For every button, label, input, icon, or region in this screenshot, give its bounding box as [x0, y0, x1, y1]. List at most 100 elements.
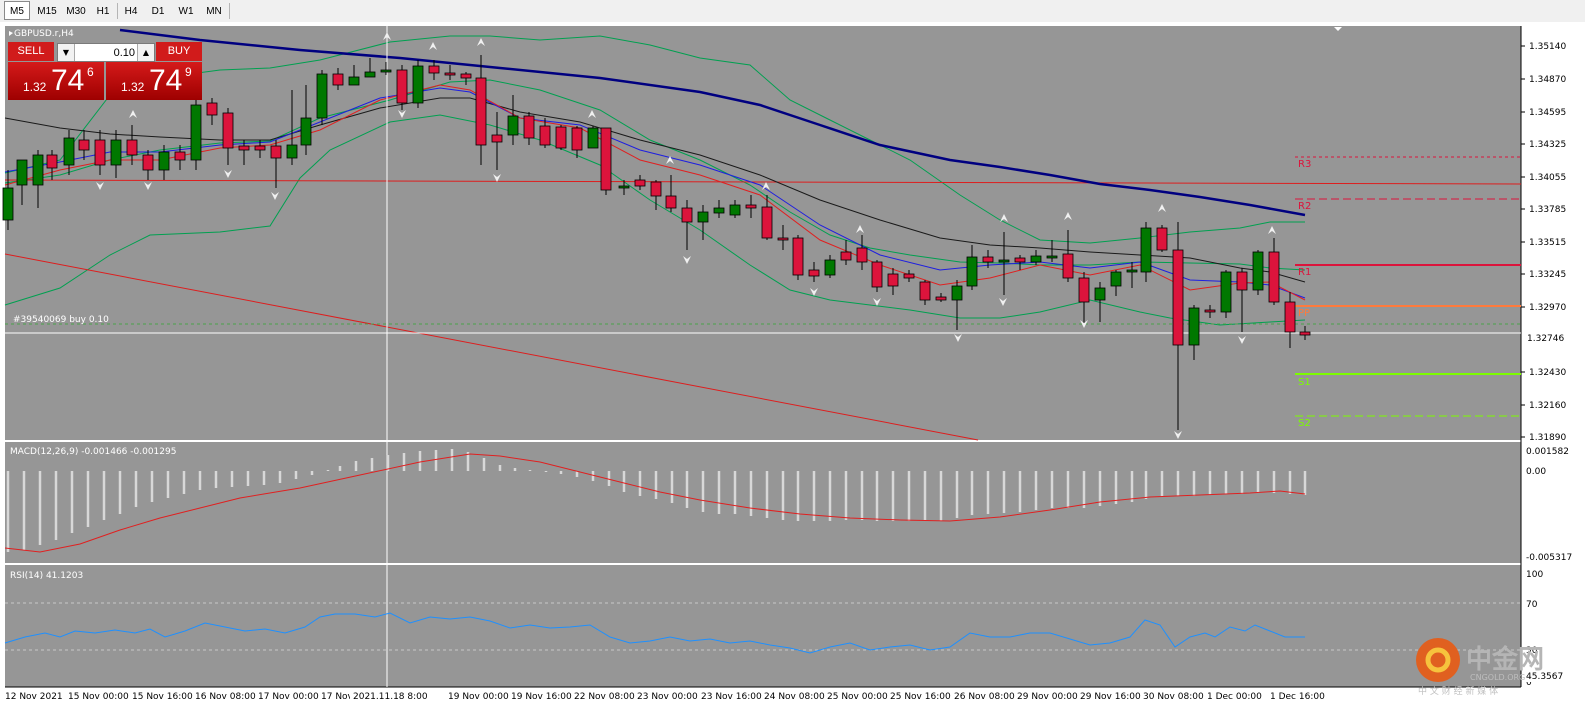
sell-price-box[interactable]: 1.32 74 6: [8, 62, 104, 100]
bearish-candle: [887, 273, 899, 287]
timeframe-m5-button[interactable]: M5: [4, 1, 30, 20]
bearish-candle: [396, 69, 408, 104]
bullish-candle: [507, 115, 519, 136]
ma-slow-line: [119, 28, 1306, 217]
bearish-candle: [1078, 277, 1090, 303]
bearish-candle: [444, 72, 456, 76]
lot-size-input[interactable]: [75, 44, 137, 61]
time-axis-label: 23 Nov 00:00: [637, 692, 698, 702]
bearish-candle: [222, 112, 234, 149]
macd-signal-line: [4, 453, 1306, 553]
price-axis-label: 1.32160: [1529, 401, 1566, 411]
watermark-sub: CNGOLD.ORG: [1470, 673, 1525, 682]
rsi-axis: 100 70 30 0: [1526, 570, 1543, 688]
bearish-candle: [1284, 301, 1296, 333]
fractal-up-marker: [762, 182, 770, 190]
time-axis-label: 19 Nov 00:00: [448, 692, 509, 702]
macd-panel[interactable]: [5, 442, 1521, 563]
toolbar-separator: [229, 3, 230, 19]
lot-increase-button[interactable]: ▲: [137, 44, 154, 61]
bearish-candle: [254, 145, 266, 151]
bearish-candle: [1268, 251, 1280, 303]
price-axis-label: 1.33785: [1529, 205, 1566, 215]
bearish-candle: [665, 195, 677, 209]
bearish-candle: [270, 145, 282, 159]
time-axis-label: 25 Nov 00:00: [827, 692, 888, 702]
time-axis-label: 16 Nov 08:00: [195, 692, 256, 702]
timeframe-d1-button[interactable]: D1: [151, 6, 165, 17]
bullish-candle: [16, 159, 28, 186]
timeframe-h1-button[interactable]: H1: [96, 6, 110, 17]
time-axis-label: 29 Nov 16:00: [1080, 692, 1141, 702]
bearish-candle: [681, 207, 693, 223]
sell-price-pips: 74: [51, 64, 85, 97]
watermark-logo-icon: [1416, 638, 1460, 682]
time-axis-label: 15 Nov 00:00: [68, 692, 129, 702]
timeframe-m15-button[interactable]: M15: [37, 6, 57, 17]
fractal-down-marker: [1238, 336, 1246, 344]
fractal-down-marker: [96, 182, 104, 190]
bearish-candle: [1299, 331, 1311, 336]
bullish-candle: [158, 151, 170, 171]
timeframe-h4-button[interactable]: H4: [124, 6, 138, 17]
time-axis-label: 17 Nov 00:00: [258, 692, 319, 702]
bullish-candle: [32, 154, 44, 186]
bearish-candle: [1204, 309, 1216, 313]
chart-shift-marker[interactable]: [1334, 27, 1342, 31]
rsi-panel[interactable]: [5, 565, 1521, 687]
bearish-candle: [903, 273, 915, 279]
lot-decrease-button[interactable]: ▼: [58, 44, 75, 61]
fractal-up-marker: [1064, 212, 1072, 220]
bullish-candle: [1030, 255, 1042, 263]
bullish-candle: [412, 65, 424, 104]
bullish-candle: [998, 259, 1010, 263]
bullish-candle: [618, 185, 630, 189]
bearish-candle: [761, 206, 773, 239]
bullish-candle: [951, 285, 963, 301]
bearish-candle: [871, 261, 883, 288]
sell-button[interactable]: SELL: [8, 42, 54, 61]
watermark-tagline: 中 文 财 经 新 媒 体: [1418, 685, 1498, 697]
time-axis-label: 19 Nov 16:00: [511, 692, 572, 702]
bullish-candle: [316, 73, 328, 119]
bullish-candle: [63, 137, 75, 166]
buy-price-box[interactable]: 1.32 74 9: [106, 62, 202, 100]
macd-axis-label: 0.001582: [1526, 447, 1569, 457]
timeframe-m30-button[interactable]: M30: [66, 6, 86, 17]
bullish-candle: [697, 211, 709, 223]
bullish-candle: [1252, 251, 1264, 291]
timeframe-mn-button[interactable]: MN: [206, 6, 222, 17]
fractal-up-marker: [666, 156, 674, 164]
fractal-up-marker: [1000, 214, 1008, 222]
price-axis: 1.35140 1.34870 1.34595 1.34325 1.34055 …: [1521, 42, 1566, 443]
time-axis-label: 17 Nov: [321, 692, 354, 702]
bearish-candle: [174, 151, 186, 161]
bearish-candle: [571, 127, 583, 151]
bullish-candle: [2, 187, 14, 221]
timeframe-w1-button[interactable]: W1: [178, 6, 194, 17]
bullish-candle: [824, 259, 836, 276]
bullish-candle: [348, 76, 360, 86]
current-price-value: 1.32746: [1527, 334, 1564, 344]
fractal-down-marker: [1174, 431, 1182, 439]
time-axis-label: 1 Dec 00:00: [1207, 692, 1262, 702]
lot-size-control[interactable]: ▼ ▲: [57, 43, 155, 62]
buy-price-pips: 74: [149, 64, 183, 97]
buy-button[interactable]: BUY: [156, 42, 202, 61]
macd-axis-label: 0.00: [1526, 467, 1546, 477]
bullish-candle: [1110, 271, 1122, 287]
fractal-markers: [96, 32, 1276, 439]
pivot-r3-label: R3: [1298, 159, 1311, 170]
trade-label: #39540069 buy 0.10: [13, 315, 109, 325]
fractal-up-marker: [429, 42, 437, 50]
bearish-candle: [1014, 257, 1026, 263]
macd-label: MACD(12,26,9) -0.001466 -0.001295: [10, 447, 176, 457]
time-axis-label: 15 Nov 16:00: [132, 692, 193, 702]
trendline: [4, 253, 979, 441]
price-axis-label: 1.33515: [1529, 238, 1566, 248]
fractal-down-marker: [271, 192, 279, 200]
bearish-candle: [460, 73, 472, 79]
bullish-candle: [110, 139, 122, 166]
chart-window[interactable]: R3 R2 R1 PP S1 S2: [0, 22, 1585, 715]
bearish-candle: [935, 296, 947, 301]
